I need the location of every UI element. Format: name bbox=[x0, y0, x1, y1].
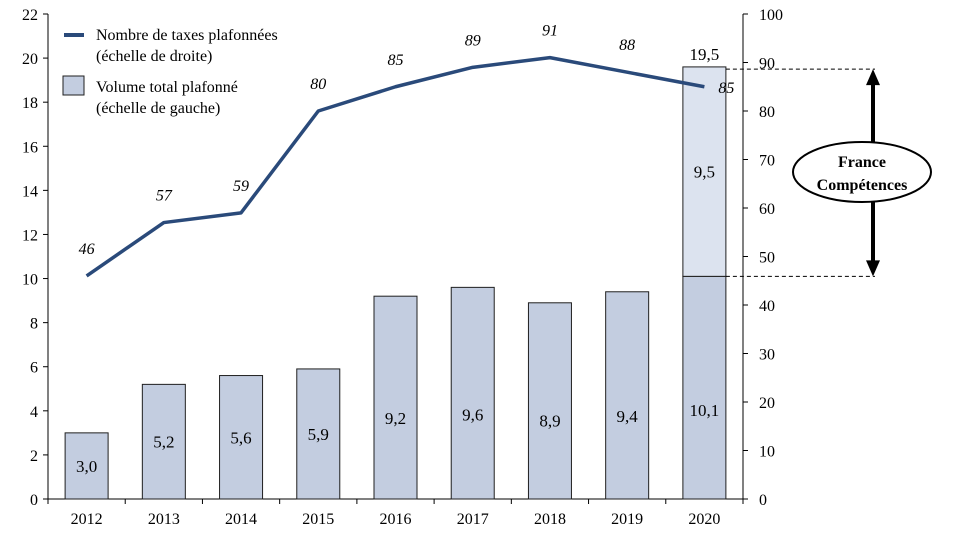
y-left-tick-label: 0 bbox=[30, 492, 38, 509]
arrow-head-down bbox=[866, 260, 880, 277]
line-data-label: 85 bbox=[388, 52, 404, 69]
bar bbox=[296, 368, 341, 500]
bar bbox=[450, 286, 495, 500]
y-right-tick-label: 50 bbox=[759, 250, 775, 267]
legend-box-marker bbox=[62, 75, 85, 96]
y-right-tick-label: 20 bbox=[759, 395, 775, 412]
line-data-label: 57 bbox=[156, 188, 173, 205]
y-left-tick-label: 20 bbox=[22, 51, 38, 68]
x-tick-label: 2013 bbox=[148, 511, 180, 528]
line-path bbox=[85, 55, 705, 278]
x-tick-label: 2018 bbox=[534, 511, 566, 528]
x-tick-label: 2017 bbox=[457, 511, 489, 528]
y-right-tick-label: 100 bbox=[759, 7, 783, 24]
y-left-tick-label: 8 bbox=[30, 316, 38, 333]
y-right-tick-label: 0 bbox=[759, 492, 767, 509]
legend-line-label-2: (échelle de droite) bbox=[96, 48, 212, 65]
y-left-tick-label: 16 bbox=[22, 139, 38, 156]
france-competences-label-2: Compétences bbox=[817, 177, 908, 194]
y-right-tick-label: 70 bbox=[759, 153, 775, 170]
bars: 3,0 5,2 5,6 5,9 9,2 9,6 8,9 9,4 10,1 9,5 19,5 bbox=[64, 45, 727, 500]
y-left-tick-label: 4 bbox=[30, 404, 38, 421]
x-tick-label: 2019 bbox=[611, 511, 643, 528]
y-left-tick-label: 2 bbox=[30, 448, 38, 465]
legend: Nombre de taxes plafonnées (échelle de d… bbox=[62, 27, 278, 117]
legend-box-label-2: (échelle de gauche) bbox=[96, 100, 220, 117]
bar bbox=[527, 302, 572, 500]
y-left-tick-label: 14 bbox=[22, 183, 38, 200]
bar bbox=[682, 275, 727, 500]
bar-data-label: 9,4 bbox=[617, 407, 639, 426]
x-tick-label: 2014 bbox=[225, 511, 257, 528]
annotation: France Compétences bbox=[725, 68, 932, 277]
x-tick-label: 2015 bbox=[302, 511, 334, 528]
x-tick-label: 2020 bbox=[688, 511, 720, 528]
line-data-label: 85 bbox=[718, 80, 734, 97]
line-series: 46 57 59 80 85 89 91 88 85 bbox=[79, 23, 734, 278]
x-tick-label: 2016 bbox=[380, 511, 412, 528]
line-data-label: 91 bbox=[542, 23, 558, 40]
y-right-tick-label: 60 bbox=[759, 201, 775, 218]
y-right-tick-label: 90 bbox=[759, 56, 775, 73]
bar bbox=[141, 383, 186, 500]
y-right-tick-label: 30 bbox=[759, 347, 775, 364]
bar-data-label: 5,2 bbox=[153, 433, 174, 452]
axes: 0246810121416182022010203040506070809010… bbox=[22, 7, 783, 528]
bar bbox=[219, 375, 264, 500]
y-left-tick-label: 10 bbox=[22, 272, 38, 289]
x-tick-label: 2012 bbox=[71, 511, 103, 528]
y-right-tick-label: 80 bbox=[759, 104, 775, 121]
line-data-label: 46 bbox=[79, 241, 95, 258]
bar-data-label: 8,9 bbox=[539, 412, 560, 431]
bar-data-label: 3,0 bbox=[76, 457, 97, 476]
bar bbox=[64, 432, 109, 500]
bar-data-label: 5,6 bbox=[230, 428, 251, 447]
arrow-head-up bbox=[866, 69, 880, 86]
line-data-label: 80 bbox=[310, 76, 326, 93]
france-competences-label-1: France bbox=[838, 154, 886, 171]
bar-data-label: 9,2 bbox=[385, 409, 406, 428]
bar-data-label: 5,9 bbox=[308, 425, 329, 444]
y-left-tick-label: 22 bbox=[22, 7, 38, 24]
y-left-tick-label: 6 bbox=[30, 360, 38, 377]
bar bbox=[605, 291, 650, 500]
legend-line-label-1: Nombre de taxes plafonnées bbox=[96, 27, 278, 44]
bar-extra bbox=[682, 66, 727, 277]
line-data-label: 89 bbox=[465, 32, 481, 49]
line-data-label: 88 bbox=[619, 37, 635, 54]
y-right-tick-label: 10 bbox=[759, 444, 775, 461]
y-left-tick-label: 12 bbox=[22, 227, 38, 244]
bar-extra-data-label: 9,5 bbox=[694, 163, 715, 182]
legend-box-label-1: Volume total plafonné bbox=[96, 79, 238, 96]
bar bbox=[373, 295, 418, 500]
bar-data-label: 10,1 bbox=[690, 401, 720, 420]
bar-data-label: 9,6 bbox=[462, 405, 483, 424]
bar-total-label: 19,5 bbox=[690, 45, 720, 64]
y-right-tick-label: 40 bbox=[759, 298, 775, 315]
france-competences-ellipse bbox=[792, 141, 932, 203]
y-left-tick-label: 18 bbox=[22, 95, 38, 112]
line-data-label: 59 bbox=[233, 178, 249, 195]
